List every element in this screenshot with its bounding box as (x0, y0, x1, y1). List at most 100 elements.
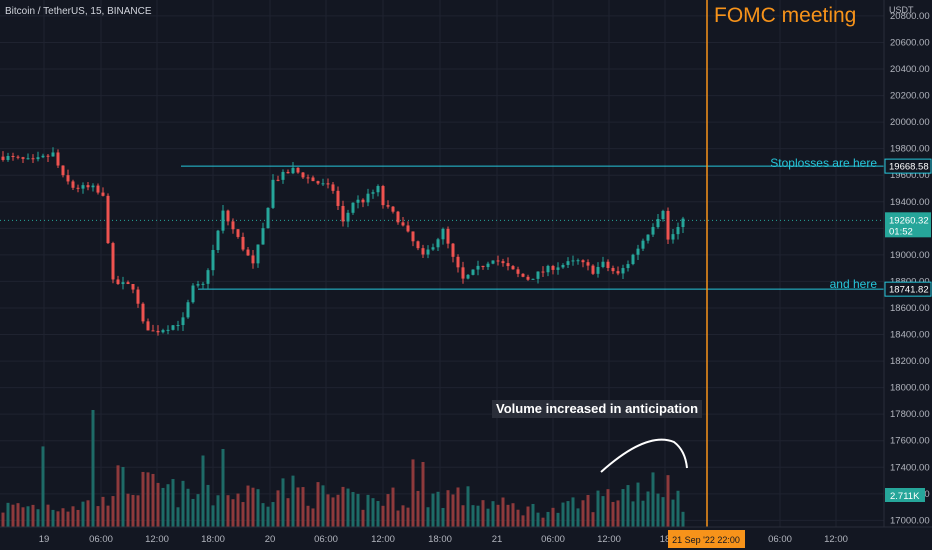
candle-body (451, 243, 455, 257)
volume-bar (106, 505, 110, 527)
price-tick-label: 19400.00 (890, 197, 930, 208)
price-axis[interactable]: 17000.0017200.0017400.0017600.0017800.00… (883, 0, 932, 550)
volume-bar (96, 506, 100, 527)
candle-body (396, 211, 400, 223)
candle-body (526, 276, 530, 280)
candle-body (566, 261, 570, 265)
candle-body (336, 190, 340, 206)
price-tick-label: 19800.00 (890, 144, 930, 155)
volume-bar (291, 475, 295, 527)
volume-bar (161, 487, 165, 527)
time-axis[interactable]: 19 06:00 12:00 18:00 20 06:00 12:00 18:00 21 06:0… (0, 526, 932, 550)
price-tick-label: 20800.00 (890, 11, 930, 22)
volume-bar (581, 500, 585, 527)
candle-body (676, 227, 680, 235)
candle-body (626, 264, 630, 269)
volume-bar (186, 488, 190, 527)
countdown-label: 01:52 (889, 226, 913, 237)
currency-label: USDT (889, 5, 914, 15)
candle-body (631, 254, 635, 265)
volume-bar (621, 489, 625, 527)
anticipation-curve (600, 438, 688, 473)
candle-body (381, 186, 385, 206)
candle-body (241, 236, 245, 250)
candle-body (256, 244, 260, 264)
candle-body (681, 218, 685, 228)
candle-body (431, 247, 435, 250)
candle-body (96, 185, 100, 193)
candle-body (176, 325, 180, 327)
time-tick-label: 06:00 (768, 534, 792, 545)
price-tick-label: 19600.00 (890, 170, 930, 181)
and-here-annotation: and here (829, 277, 877, 291)
volume-bar (281, 478, 285, 527)
volume-bar (196, 494, 200, 527)
candle-body (91, 185, 95, 188)
candle-body (421, 248, 425, 255)
volume-bar (476, 505, 480, 527)
volume-bar (446, 490, 450, 527)
candle-body (616, 271, 620, 274)
volume-bar (6, 502, 10, 527)
volume-bar (501, 497, 505, 527)
volume-bar (606, 489, 610, 527)
candle-body (601, 261, 605, 267)
volume-bar (526, 506, 530, 527)
candle-body (401, 222, 405, 226)
volume-bar (86, 500, 90, 527)
candle-body (186, 302, 190, 318)
volume-bar (401, 505, 405, 527)
volume-bar (246, 485, 250, 527)
candle-body (311, 177, 315, 182)
symbol-title: Bitcoin / TetherUS, 15, BINANCE (5, 6, 152, 17)
volume-bar (601, 496, 605, 527)
volume-bar (331, 497, 335, 527)
volume-bar (626, 485, 630, 527)
candle-body (66, 175, 70, 182)
candle-body (106, 195, 110, 244)
volume-bar (126, 493, 130, 527)
candle-body (651, 227, 655, 235)
volume-bar (436, 491, 440, 527)
time-tick-label: 12:00 (371, 534, 395, 545)
candle-body (671, 234, 675, 240)
volume-bar (286, 498, 290, 527)
candle-body (41, 155, 45, 158)
candle-body (571, 260, 575, 262)
candle-body (196, 284, 200, 286)
candle-body (556, 267, 560, 270)
candle-body (486, 263, 490, 268)
candle-body (371, 192, 375, 194)
volume-bar (146, 472, 150, 527)
volume-bar (51, 509, 55, 527)
candle-body (191, 285, 195, 303)
volume-bar (326, 494, 330, 527)
candle-body (181, 317, 185, 326)
volume-bar (91, 410, 95, 527)
level-price-label: 19668.58 (889, 162, 929, 173)
candle-body (166, 329, 170, 331)
time-tick-label: 18 (660, 534, 671, 545)
candle-body (471, 269, 475, 275)
volume-bar (176, 507, 180, 527)
candle-body (206, 270, 210, 284)
volume-bar (41, 446, 45, 527)
volume-bar (76, 509, 80, 527)
candle-body (641, 240, 645, 249)
volume-bar (426, 507, 430, 527)
candle-body (16, 156, 20, 158)
volume-bar (681, 511, 685, 527)
volume-bar (306, 505, 310, 527)
volume-bar (641, 500, 645, 527)
price-tick-label: 17800.00 (890, 409, 930, 420)
volume-bar (396, 510, 400, 527)
candle-body (411, 231, 415, 242)
volume-bar (301, 487, 305, 527)
candle-body (161, 330, 165, 333)
volume-bar (351, 492, 355, 527)
candle-body (461, 267, 465, 279)
volume-bar (356, 493, 360, 527)
candle-body (416, 241, 420, 249)
volume-bar (366, 494, 370, 527)
